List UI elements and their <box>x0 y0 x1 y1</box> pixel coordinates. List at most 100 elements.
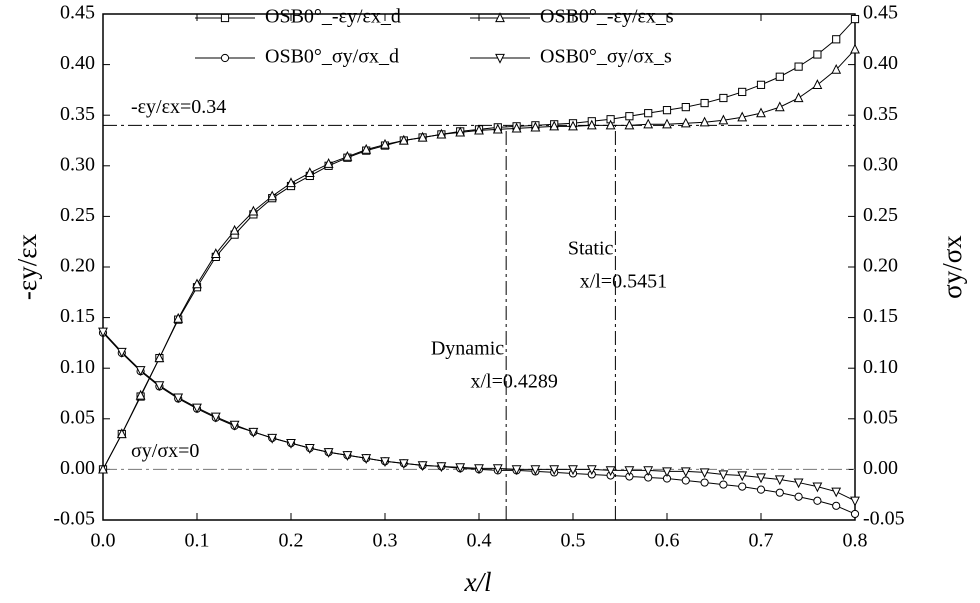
marker <box>586 119 597 130</box>
marker <box>832 501 841 510</box>
marker <box>229 224 240 235</box>
marker <box>680 117 691 128</box>
y2-tick-label: 0.05 <box>863 406 898 428</box>
x-tick-label: 0.8 <box>843 530 868 552</box>
reference-title: Static <box>568 238 614 260</box>
reference-label: -εy/εx=0.34 <box>131 96 226 118</box>
reference-label: x/l=0.5451 <box>580 271 667 293</box>
marker <box>719 93 728 103</box>
marker <box>154 352 165 363</box>
marker <box>361 454 372 464</box>
y2-tick-label: 0.15 <box>863 305 898 327</box>
marker <box>737 471 748 482</box>
marker <box>774 101 785 112</box>
legend-label: OSB0°_-εy/εx_d <box>265 6 401 28</box>
marker <box>568 465 578 476</box>
y2-tick-label: 0.00 <box>863 457 898 479</box>
y2-axis-label: σy/σx <box>937 235 967 299</box>
marker <box>831 487 842 498</box>
marker <box>794 62 803 71</box>
marker <box>625 112 634 121</box>
marker <box>756 473 766 484</box>
marker <box>681 476 690 485</box>
legend-label: OSB0°_σy/σx_s <box>540 46 672 68</box>
marker <box>173 393 184 404</box>
marker <box>361 143 372 154</box>
y-tick-label: 0.15 <box>60 305 95 327</box>
marker <box>248 205 259 216</box>
marker <box>267 190 278 201</box>
marker <box>832 35 841 44</box>
marker <box>511 465 522 476</box>
marker <box>380 138 390 149</box>
marker <box>738 87 747 97</box>
marker <box>474 124 484 135</box>
marker <box>680 467 691 478</box>
marker <box>662 118 672 129</box>
marker <box>643 466 654 477</box>
y2-tick-label: 0.30 <box>863 153 898 175</box>
x-tick-label: 0.3 <box>373 530 398 552</box>
marker <box>813 496 822 505</box>
legend-marker <box>220 53 230 63</box>
marker <box>793 478 804 489</box>
marker <box>192 403 202 414</box>
marker <box>304 444 315 454</box>
marker <box>323 158 334 168</box>
marker <box>699 468 710 479</box>
marker <box>756 80 766 89</box>
marker <box>794 492 803 501</box>
x-tick-label: 0.4 <box>467 530 492 552</box>
marker <box>398 134 409 145</box>
legend-label: OSB0°_-εy/εx_s <box>540 6 674 28</box>
marker <box>492 464 503 475</box>
marker <box>586 465 597 476</box>
y-tick-label: 0.10 <box>60 356 95 378</box>
x-tick-label: 0.5 <box>561 530 586 552</box>
marker <box>850 496 860 507</box>
legend-marker <box>220 13 230 23</box>
marker <box>286 438 296 449</box>
marker <box>850 43 860 54</box>
reference-label: σy/σx=0 <box>131 440 199 462</box>
marker <box>210 412 221 423</box>
y2-tick-label: 0.40 <box>863 52 898 74</box>
marker <box>738 482 747 491</box>
y-axis-label: -εy/εx <box>12 233 42 300</box>
y-tick-label: 0.00 <box>60 457 95 479</box>
marker <box>775 488 784 497</box>
marker <box>530 465 541 476</box>
marker <box>793 92 804 103</box>
marker <box>492 123 503 134</box>
marker <box>624 466 635 477</box>
marker <box>304 167 315 177</box>
marker <box>812 79 823 89</box>
marker <box>681 103 690 112</box>
legend-label: OSB0°_σy/σx_d <box>265 46 399 68</box>
marker <box>98 327 108 338</box>
y-tick-label: 0.40 <box>60 52 95 74</box>
marker <box>210 248 221 258</box>
marker <box>775 72 784 81</box>
marker <box>549 120 560 131</box>
marker <box>549 465 560 476</box>
marker <box>719 480 728 489</box>
marker <box>286 177 296 188</box>
marker <box>511 122 522 133</box>
x-axis-label: x/l <box>464 567 492 597</box>
marker <box>154 381 165 392</box>
x-tick-label: 0.1 <box>185 530 210 552</box>
x-tick-label: 0.0 <box>91 530 116 552</box>
marker <box>643 118 654 129</box>
marker <box>436 462 447 473</box>
marker <box>718 470 729 481</box>
marker <box>831 63 842 74</box>
reference-title: Dynamic <box>431 338 504 360</box>
marker <box>98 463 108 474</box>
marker <box>605 466 616 477</box>
x-tick-label: 0.2 <box>279 530 304 552</box>
marker <box>116 428 127 439</box>
marker <box>530 121 541 132</box>
marker <box>756 485 766 494</box>
